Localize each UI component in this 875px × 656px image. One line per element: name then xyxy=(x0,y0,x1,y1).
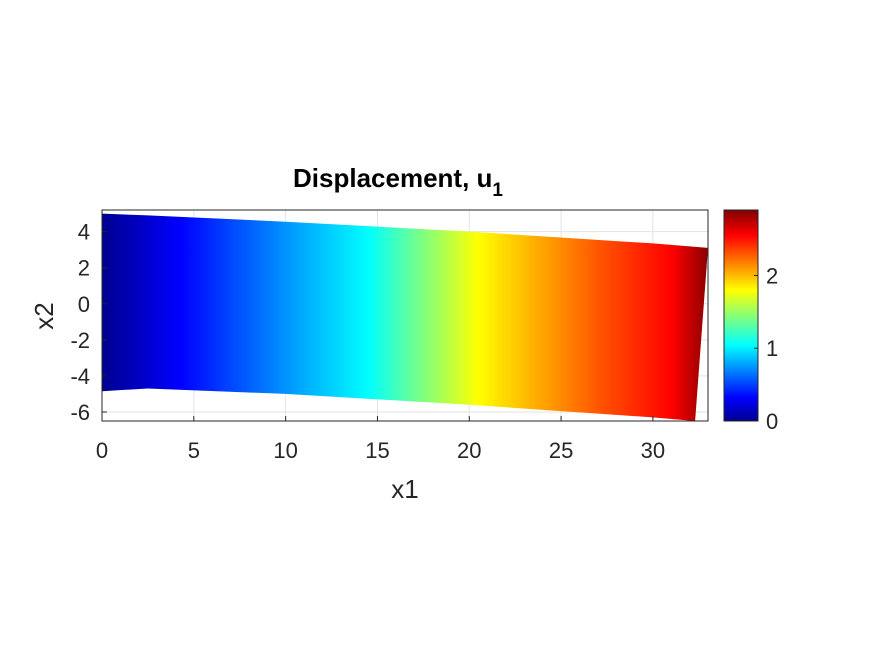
y-tick-label: 4 xyxy=(78,220,90,245)
y-tick-label: -4 xyxy=(70,364,90,389)
displacement-field xyxy=(102,213,708,421)
x-tick-label: 30 xyxy=(641,438,665,463)
chart-title-text: Displacement, u xyxy=(293,163,492,193)
colorbar-tick-label: 1 xyxy=(766,336,778,361)
x-ticks: 0 5 10 15 20 25 30 xyxy=(96,416,665,463)
axes-box xyxy=(101,209,709,422)
y-tick-label: 0 xyxy=(78,292,90,317)
colorbar xyxy=(723,209,759,422)
colorbar-ticks: 0 1 2 xyxy=(754,263,778,434)
y-tick-label: -2 xyxy=(70,328,90,353)
y-ticks: -6 -4 -2 0 2 4 xyxy=(70,220,107,425)
x-axis-label: x1 xyxy=(391,474,418,504)
chart-title: Displacement, u1 xyxy=(293,163,503,201)
x-tick-label: 20 xyxy=(457,438,481,463)
x-tick-label: 10 xyxy=(273,438,297,463)
x-tick-label: 5 xyxy=(188,438,200,463)
colorbar-tick-label: 0 xyxy=(766,409,778,434)
y-axis-label: x2 xyxy=(29,302,59,329)
x-tick-label: 15 xyxy=(365,438,389,463)
y-tick-label: -6 xyxy=(70,400,90,425)
x-tick-label: 0 xyxy=(96,438,108,463)
y-tick-label: 2 xyxy=(78,256,90,281)
chart-title-subscript: 1 xyxy=(492,180,503,201)
colorbar-tick-label: 2 xyxy=(766,263,778,288)
x-tick-label: 25 xyxy=(549,438,573,463)
